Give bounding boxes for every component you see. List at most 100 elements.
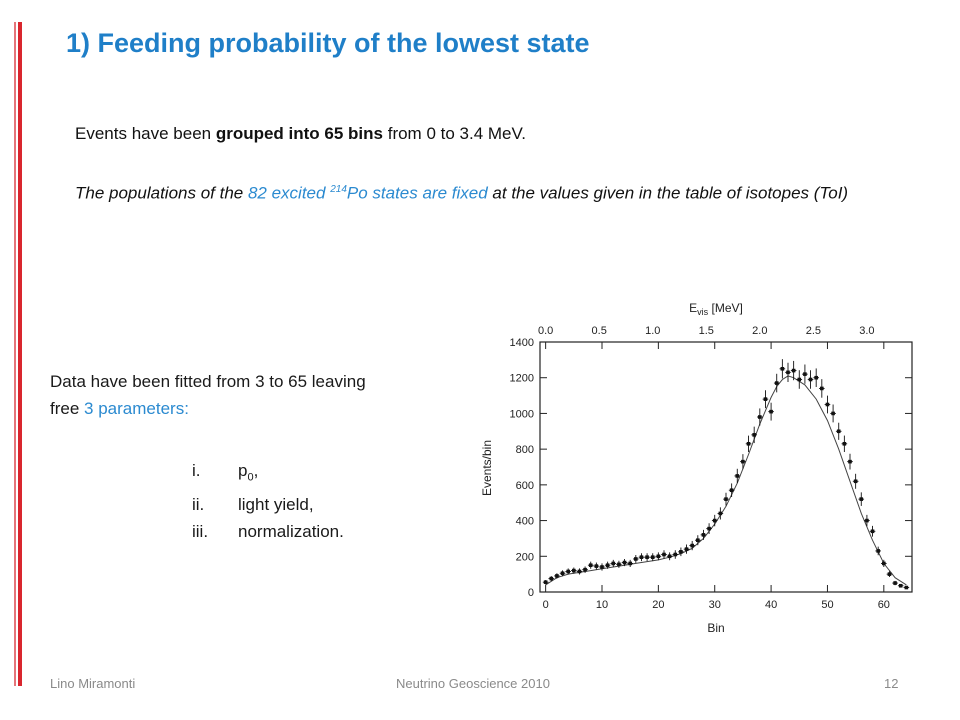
footer-page-number: 12 xyxy=(884,676,899,691)
data-point xyxy=(577,569,582,574)
plot-frame xyxy=(539,341,913,593)
data-point xyxy=(825,402,830,407)
data-point xyxy=(808,377,813,382)
x-tick-label: 20 xyxy=(652,599,664,611)
data-point xyxy=(814,375,818,380)
data-point xyxy=(611,561,616,566)
data-point xyxy=(572,568,576,573)
data-point xyxy=(842,441,847,446)
fit-description: Data have been fitted from 3 to 65 leavi… xyxy=(50,372,366,418)
list-item: i. p0, xyxy=(192,461,259,484)
x2-tick-label: 2.0 xyxy=(752,325,767,337)
data-point xyxy=(831,411,835,416)
x-tick-label: 60 xyxy=(878,599,890,611)
list-item: ii. light yield, xyxy=(192,495,314,515)
data-point xyxy=(696,538,700,543)
data-point xyxy=(718,511,723,516)
x2-tick-label: 1.5 xyxy=(699,325,714,337)
isotope-mass-number: 214 xyxy=(330,184,347,195)
y-tick-label: 400 xyxy=(516,516,534,528)
data-point xyxy=(667,554,672,559)
fit-parameter-list: i. p0, ii. light yield, iii. normalization. xyxy=(192,457,344,545)
y-tick-label: 1000 xyxy=(510,408,534,420)
x-tick-label: 10 xyxy=(596,599,608,611)
data-point xyxy=(605,563,610,568)
x-tick-label: 50 xyxy=(821,599,833,611)
data-point xyxy=(684,547,689,551)
x-tick-label: 0 xyxy=(543,599,549,611)
data-point xyxy=(543,580,548,584)
data-point xyxy=(673,552,678,557)
data-point xyxy=(887,572,892,576)
data-point xyxy=(859,497,864,501)
data-point xyxy=(752,433,756,437)
x2-tick-label: 3.0 xyxy=(859,325,874,337)
data-point xyxy=(803,372,807,376)
y-tick-label: 600 xyxy=(516,480,534,492)
data-point xyxy=(898,583,903,588)
data-point xyxy=(600,565,604,569)
data-point xyxy=(741,459,745,464)
y-tick-label: 200 xyxy=(516,551,534,563)
data-point xyxy=(820,386,824,391)
data-point xyxy=(729,488,734,493)
data-point xyxy=(724,497,728,501)
data-point xyxy=(645,555,649,559)
data-point xyxy=(769,409,773,414)
data-point xyxy=(746,441,751,446)
x2-tick-label: 0.0 xyxy=(538,325,553,337)
data-point xyxy=(797,377,802,382)
y-tick-label: 800 xyxy=(516,444,534,456)
parameter-count: 3 parameters: xyxy=(84,399,189,418)
data-point xyxy=(662,552,666,557)
data-point xyxy=(893,581,897,585)
excited-states-highlight: 82 excited xyxy=(247,183,331,203)
data-point xyxy=(690,543,694,548)
data-point xyxy=(701,533,706,537)
data-point xyxy=(588,563,593,568)
data-point xyxy=(791,368,796,373)
data-point xyxy=(848,459,852,464)
left-red-bar-thin xyxy=(14,22,16,686)
x-tick-label: 40 xyxy=(765,599,777,611)
data-point xyxy=(622,560,627,565)
x-axis-label: Bin xyxy=(707,621,724,635)
data-point xyxy=(712,518,717,523)
data-point xyxy=(786,370,790,375)
data-point xyxy=(853,479,858,484)
data-point xyxy=(583,567,587,572)
footer-event: Neutrino Geoscience 2010 xyxy=(396,676,550,691)
populations-paragraph: The populations of the 82 excited 214Po … xyxy=(75,183,849,203)
data-point xyxy=(865,518,869,523)
data-point xyxy=(904,585,909,590)
data-point xyxy=(679,550,683,554)
data-point xyxy=(656,554,661,559)
data-point xyxy=(763,397,768,401)
footer-author: Lino Miramonti xyxy=(50,676,136,691)
data-point xyxy=(639,555,644,559)
data-point xyxy=(774,381,779,385)
data-point xyxy=(735,474,740,478)
data-point xyxy=(555,574,559,578)
data-point xyxy=(594,564,599,568)
y-tick-label: 1400 xyxy=(510,337,534,349)
data-point xyxy=(870,529,875,534)
left-red-bar-thick xyxy=(18,22,22,686)
data-point xyxy=(758,415,762,419)
data-point xyxy=(650,555,655,559)
y-tick-label: 0 xyxy=(528,587,534,599)
x2-tick-label: 0.5 xyxy=(592,325,607,337)
x2-tick-label: 1.0 xyxy=(645,325,660,337)
data-point xyxy=(876,549,880,553)
fit-curve xyxy=(545,375,907,586)
slide-title: 1) Feeding probability of the lowest sta… xyxy=(66,28,590,58)
binning-paragraph: Events have been grouped into 65 bins fr… xyxy=(75,124,526,143)
data-point xyxy=(617,562,621,567)
data-point xyxy=(560,571,565,576)
data-point xyxy=(780,366,785,371)
data-point xyxy=(549,576,554,581)
data-point xyxy=(566,569,570,574)
data-point xyxy=(836,429,841,434)
y-axis-label: Events/bin xyxy=(480,440,494,496)
list-item: iii. normalization. xyxy=(192,522,344,542)
